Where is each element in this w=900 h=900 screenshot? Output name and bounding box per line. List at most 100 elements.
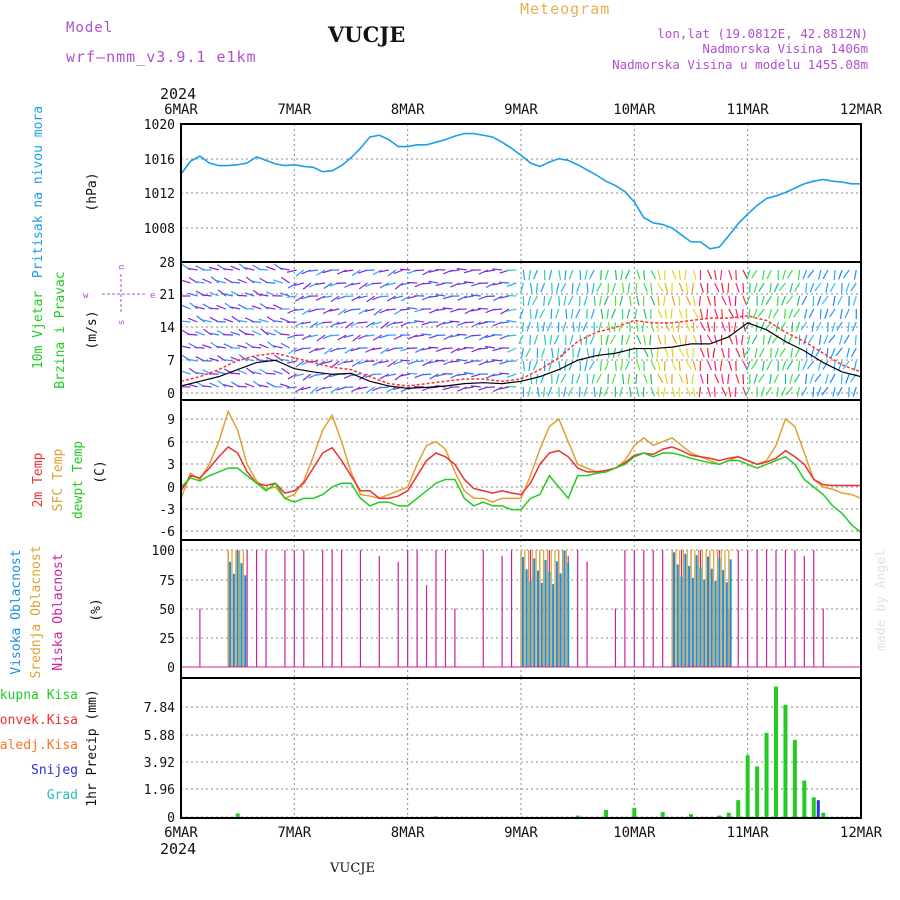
wind-arrow <box>280 276 290 284</box>
legend-snow: Snijeg <box>31 763 78 778</box>
wind-arrow <box>583 295 588 306</box>
wind-arrow <box>492 268 503 271</box>
wind-arrow <box>719 269 723 281</box>
wind-arrow <box>209 382 220 388</box>
wind-arrow <box>662 386 666 397</box>
wind-arrow <box>765 386 772 396</box>
compass-w: w <box>83 291 89 301</box>
pressure-ylabel: Pritisak na nivou mora <box>31 106 46 278</box>
wind-arrow <box>847 321 850 332</box>
wind-arrow <box>323 282 333 289</box>
wind-arrow <box>760 386 765 397</box>
altitude-text: Nadmorska Visina 1406m <box>702 41 868 56</box>
wind-arrow <box>435 308 446 312</box>
wind-arrow <box>714 269 717 280</box>
wind-arrow <box>300 347 311 350</box>
wind-arrow <box>471 321 482 328</box>
wind-arrow <box>506 385 517 388</box>
wind-arrow <box>365 321 375 328</box>
wind-arrow <box>260 328 269 336</box>
wind-arrow <box>470 334 481 337</box>
wind-arrow <box>506 373 517 378</box>
wind-arrow <box>302 373 312 381</box>
wind-arrow <box>837 295 843 306</box>
wind-arrow <box>407 334 418 340</box>
wind-arrow <box>528 269 532 280</box>
wind-arrow <box>315 347 326 351</box>
y-tick-label: 50 <box>159 603 175 618</box>
wind-arrow <box>721 373 724 384</box>
wind-arrow <box>829 282 836 293</box>
wind-arrow <box>237 369 248 375</box>
wind-arrow <box>814 373 822 383</box>
compass-icon: w e n s <box>83 265 155 325</box>
wind-arrow <box>237 294 248 297</box>
wind-gust-line <box>180 315 862 387</box>
wind-arrow <box>457 295 467 301</box>
wind-arrow <box>620 269 624 280</box>
wind-arrow <box>201 319 212 323</box>
wind-arrow <box>837 386 843 397</box>
wind-arrow <box>789 373 794 384</box>
wind-arrow <box>807 360 815 370</box>
wind-arrow <box>671 334 678 345</box>
wind-arrow <box>546 321 553 332</box>
y-tick-label: 6 <box>167 436 175 451</box>
wind-arrow <box>575 373 581 384</box>
wind-arrow <box>478 334 489 341</box>
wind-arrow <box>180 279 191 284</box>
station-title: VUCJE <box>328 22 406 47</box>
wind-arrow <box>619 295 624 306</box>
wind-arrow <box>449 269 460 272</box>
wind-arrow <box>752 308 758 319</box>
wind-arrow <box>258 293 269 297</box>
wind-arrow <box>222 359 234 362</box>
wind-arrow <box>244 357 255 362</box>
wind-arrow <box>657 295 660 306</box>
wind-arrow <box>364 269 375 272</box>
wind-arrow <box>187 358 198 362</box>
wind-arrow <box>825 373 829 384</box>
wind-arrow <box>786 360 794 370</box>
wind-arrow <box>322 308 333 315</box>
x-tick-label-bottom: 12MAR <box>840 825 883 841</box>
wind-arrow <box>846 347 850 358</box>
y-tick-label: 7 <box>167 354 175 369</box>
legend-hail: Grad <box>47 788 78 803</box>
wind-arrow <box>478 321 489 325</box>
wind-arrow <box>526 321 532 332</box>
wind-arrow <box>840 373 843 385</box>
precip-total-bar <box>736 800 741 817</box>
wind-arrow <box>746 360 751 371</box>
wind-arrow <box>281 367 290 375</box>
wind-arrow <box>670 308 673 319</box>
wind-arrow <box>850 282 857 292</box>
wind-arrow <box>816 386 822 397</box>
wind-arrow <box>781 360 787 371</box>
wind-arrow <box>758 282 765 292</box>
wind-arrow <box>812 295 815 307</box>
wind-arrow <box>770 347 772 359</box>
wind-arrow <box>329 334 340 337</box>
compass-n: n <box>117 265 127 270</box>
x-tick-label-top: 6MAR <box>164 102 198 118</box>
wind-arrow <box>180 370 191 375</box>
compass-s: s <box>117 320 127 325</box>
wind-arrow <box>746 269 751 280</box>
wind-arrow <box>822 269 829 280</box>
wind-arrow <box>265 281 276 284</box>
wind-arrow <box>569 334 574 345</box>
wind-arrow <box>307 269 319 272</box>
wind-arrow <box>833 360 836 372</box>
wind-arrow <box>520 347 524 358</box>
wind-arrow <box>387 269 397 277</box>
wind-arrow <box>636 295 640 306</box>
wind-arrow <box>499 321 510 324</box>
wind-arrow <box>817 269 822 280</box>
temp-2m-line <box>180 445 861 500</box>
wind-arrow <box>330 295 340 303</box>
wind-arrow <box>230 265 241 271</box>
wind-arrow <box>223 293 234 297</box>
wind-arrow <box>604 360 609 371</box>
wind-arrow <box>550 308 553 320</box>
